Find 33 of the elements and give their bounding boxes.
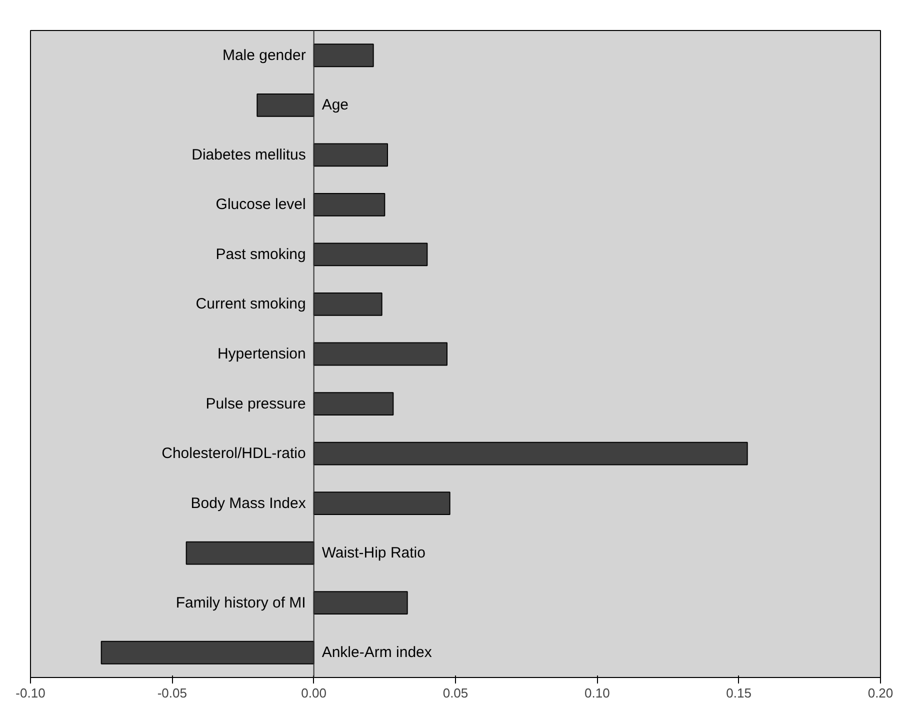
y-tick-label: Glucose level xyxy=(216,196,306,214)
y-tick-label: Current smoking xyxy=(196,296,306,313)
bar xyxy=(313,442,748,466)
y-tick-label: Age xyxy=(322,96,349,114)
x-tick-label: 0.05 xyxy=(442,686,468,700)
bar xyxy=(313,392,394,416)
bar xyxy=(256,93,314,117)
bar xyxy=(313,192,386,216)
y-tick-label: Waist-Hip Ratio xyxy=(322,544,426,562)
y-tick-label: Past smoking xyxy=(216,246,306,263)
bar xyxy=(313,143,388,167)
x-tick-label: 0.00 xyxy=(301,686,326,700)
bar xyxy=(313,342,448,366)
y-tick-label: Male gender xyxy=(222,46,306,64)
x-tick-label: -0.10 xyxy=(16,686,46,700)
bar xyxy=(313,492,450,516)
x-tick-label: 0.15 xyxy=(726,686,752,700)
bar xyxy=(313,591,408,615)
bar xyxy=(313,242,428,266)
y-tick-label: Family history of MI xyxy=(176,594,306,612)
bar xyxy=(100,640,314,664)
bar xyxy=(186,541,314,565)
bar xyxy=(313,292,382,316)
y-tick-label: Diabetes mellitus xyxy=(192,146,306,164)
y-tick-label: Ankle-Arm index xyxy=(322,644,432,662)
x-tick-label: 0.20 xyxy=(868,686,894,700)
x-tick-label: -0.05 xyxy=(157,686,187,700)
y-tick-label: Cholesterol/HDL-ratio xyxy=(162,445,306,462)
bar xyxy=(313,44,374,68)
y-tick-label: Body Mass Index xyxy=(190,494,306,512)
y-tick-label: Pulse pressure xyxy=(206,395,306,412)
x-tick-label: 0.10 xyxy=(584,686,610,700)
y-tick-label: Hypertension xyxy=(217,346,306,362)
